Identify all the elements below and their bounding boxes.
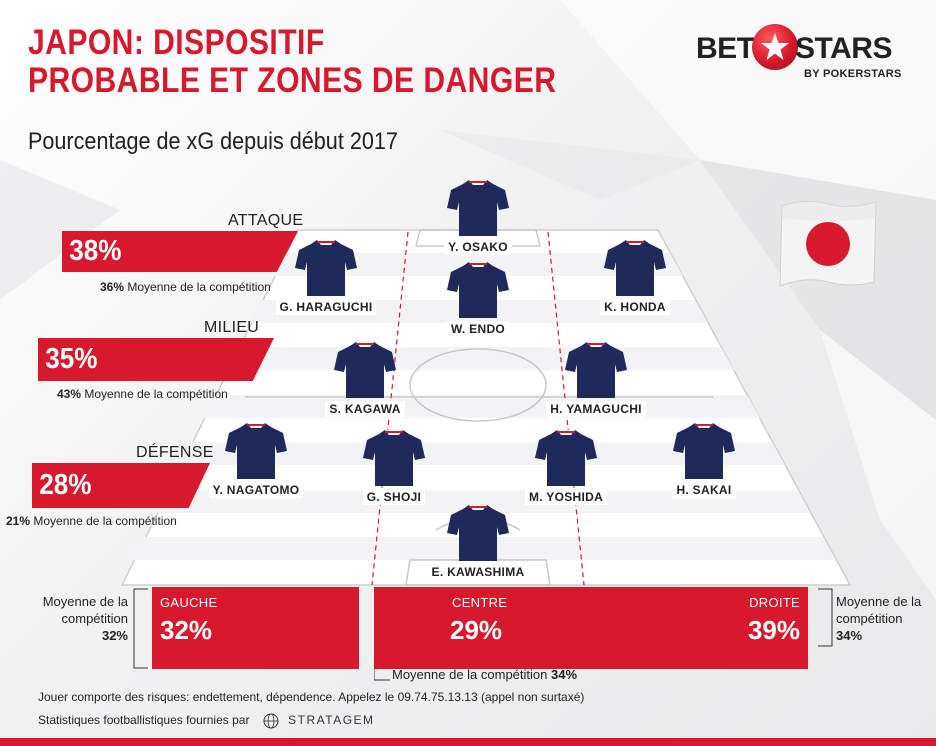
player-card: H. SAKAI xyxy=(649,421,759,499)
bottom-accent-stripe xyxy=(0,738,936,746)
player-name: S. KAGAWA xyxy=(325,401,405,417)
center-channel-label: CENTRE xyxy=(452,595,508,610)
player-name: M. YOSHIDA xyxy=(524,489,608,505)
left-channel-value: 32% xyxy=(160,615,213,645)
japan-flag-icon xyxy=(776,198,880,290)
logo-tagline: BY POKERSTARS xyxy=(804,68,902,80)
attack-zone-bar: 38% xyxy=(62,231,298,272)
star-ball-icon xyxy=(752,24,798,70)
jersey-icon xyxy=(447,180,509,236)
player-card: E. KAWASHIMA xyxy=(413,503,543,581)
player-name: H. SAKAI xyxy=(672,482,736,498)
center-average-value: 34% xyxy=(551,667,578,682)
jersey-icon xyxy=(604,240,666,296)
jersey-icon xyxy=(565,342,627,398)
left-average-value: 32% xyxy=(101,628,128,643)
right-channel-label: DROITE xyxy=(749,595,800,610)
midfield-average-text: Moyenne de la compétition xyxy=(84,387,228,401)
player-card: Y. OSAKO xyxy=(423,178,533,256)
jersey-icon xyxy=(447,505,509,561)
jersey-icon xyxy=(363,430,425,486)
player-card: G. HARAGUCHI xyxy=(271,238,381,316)
zone-label-defense: DÉFENSE xyxy=(136,444,214,461)
player-name: E. KAWASHIMA xyxy=(427,564,529,580)
midfield-average-value: 43% xyxy=(57,387,82,401)
page-title: JAPON: DISPOSITIF PROBABLE ET ZONES DE D… xyxy=(28,24,630,100)
right-average-line2: compétition xyxy=(836,611,903,626)
jersey-icon xyxy=(225,423,287,479)
player-name: K. HONDA xyxy=(600,299,670,315)
player-card: M. YOSHIDA xyxy=(511,428,621,506)
attack-competition-average: 36% Moyenne de la compétition xyxy=(100,280,271,294)
zone-label-attack: ATTAQUE xyxy=(228,212,304,229)
player-card: S. KAGAWA xyxy=(310,340,420,418)
center-average-text: Moyenne de la compétition xyxy=(392,667,548,682)
logo-word-stars: STARS xyxy=(795,32,892,65)
midfield-competition-average: 43% Moyenne de la compétition xyxy=(57,387,228,401)
player-name: Y. OSAKO xyxy=(444,239,512,255)
zone-label-midfield: MILIEU xyxy=(204,319,260,336)
midfield-zone-value: 35% xyxy=(45,343,98,375)
jersey-icon xyxy=(295,240,357,296)
center-average-bracket xyxy=(374,668,390,681)
player-name: G. HARAGUCHI xyxy=(275,299,377,315)
stratagem-globe-icon xyxy=(263,713,279,729)
player-card: Y. NAGATOMO xyxy=(201,421,311,499)
left-average-line2: compétition xyxy=(61,611,128,626)
right-average-line1: Moyenne de la xyxy=(836,594,922,609)
jersey-icon xyxy=(535,430,597,486)
left-channel-box: GAUCHE 32% xyxy=(152,587,359,669)
player-card: H. YAMAGUCHI xyxy=(541,340,651,418)
defense-zone-value: 28% xyxy=(39,469,92,501)
player-name: W. ENDO xyxy=(446,321,510,337)
player-name: Y. NAGATOMO xyxy=(208,482,304,498)
gambling-disclaimer: Jouer comporte des risques: endettement,… xyxy=(38,690,585,704)
center-channel-box: CENTRE 29% xyxy=(374,587,598,669)
player-card: G. SHOJI xyxy=(339,428,449,506)
midfield-zone-bar: 35% xyxy=(38,338,274,381)
left-average-line1: Moyenne de la xyxy=(42,594,128,609)
betstars-logo: BET STARS BY POKERSTARS xyxy=(696,24,916,94)
title-line-1: JAPON: DISPOSITIF xyxy=(28,23,325,62)
stats-credit-text: Statistiques footballistiques fournies p… xyxy=(38,713,250,728)
defense-average-text: Moyenne de la compétition xyxy=(33,514,177,528)
title-line-2: PROBABLE ET ZONES DE DANGER xyxy=(28,61,557,100)
player-card: K. HONDA xyxy=(580,238,690,316)
logo-word-bet: BET xyxy=(696,32,755,65)
defense-competition-average: 21% Moyenne de la compétition xyxy=(6,514,177,528)
right-channel-value: 39% xyxy=(747,615,800,645)
attack-average-text: Moyenne de la compétition xyxy=(127,280,271,294)
jersey-icon xyxy=(447,262,509,318)
jersey-icon xyxy=(334,342,396,398)
jersey-icon xyxy=(673,423,735,479)
center-channel-value: 29% xyxy=(450,615,503,645)
defense-average-value: 21% xyxy=(6,514,31,528)
attack-zone-value: 38% xyxy=(69,235,122,267)
right-average-value: 34% xyxy=(836,628,863,643)
left-channel-label: GAUCHE xyxy=(160,595,218,610)
player-name: G. SHOJI xyxy=(362,489,426,505)
left-channel-average: Moyenne de la compétition 32% xyxy=(24,593,128,644)
left-average-bracket xyxy=(133,588,148,669)
player-name: H. YAMAGUCHI xyxy=(546,401,646,417)
right-channel-box: DROITE 39% xyxy=(598,587,808,669)
defense-zone-bar: 28% xyxy=(32,463,210,508)
subtitle: Pourcentage de xG depuis début 2017 xyxy=(28,128,398,155)
center-channel-average: Moyenne de la compétition 34% xyxy=(392,666,577,683)
right-channel-average: Moyenne de la compétition 34% xyxy=(836,593,932,644)
stats-provider-name: STRATAGEM xyxy=(288,713,375,728)
right-average-bracket xyxy=(818,588,833,647)
player-card: W. ENDO xyxy=(423,260,533,338)
attack-average-value: 36% xyxy=(100,280,125,294)
stats-credit: Statistiques footballistiques fournies p… xyxy=(38,713,375,729)
